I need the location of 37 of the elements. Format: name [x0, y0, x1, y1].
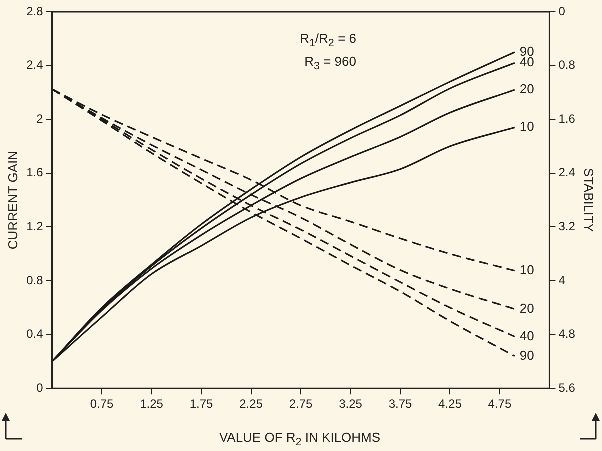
series-label: 10 [520, 119, 534, 134]
y-tick-label: 2 [36, 112, 44, 126]
y2-tick-label: 2.4 [558, 166, 576, 180]
x-tick-label: 3.25 [339, 397, 363, 412]
y-tick-label: 2.4 [26, 58, 44, 72]
series-label: 40 [520, 328, 534, 344]
y2-tick-label: 5.6 [558, 380, 576, 395]
y-axis-title: CURRENT GAIN [5, 150, 20, 250]
y-tick-label: 0.8 [26, 273, 44, 288]
y2-tick-label: 1.6 [558, 112, 576, 126]
y-tick-label: 0 [36, 380, 44, 395]
x-tick-label: 4.75 [488, 397, 512, 412]
x-tick-label: 1.75 [190, 397, 214, 412]
y2-tick-label: 0.8 [558, 58, 576, 72]
series-label: 90 [520, 44, 534, 59]
x-tick-label: 2.25 [240, 397, 264, 412]
x-tick-label: 0.75 [90, 397, 114, 412]
series-label: 90 [520, 348, 534, 363]
series-label: 20 [520, 82, 534, 97]
y2-axis-title: STABILITY [582, 168, 597, 233]
series-label: 20 [520, 300, 534, 316]
x-tick-label: 2.75 [289, 397, 313, 412]
x-tick-label: 1.25 [140, 397, 164, 412]
y-tick-label: 1.2 [26, 220, 44, 234]
x-axis-title: VALUE OF R$_{2}$ IN KILOHMS [219, 430, 381, 449]
annotation: R$_{1}$/R$_{2}$ = 6 [300, 30, 356, 52]
y2-tick-label: 0 [558, 4, 566, 18]
y-tick-label: 2.8 [26, 4, 44, 18]
y2-tick-label: 4.8 [558, 327, 576, 342]
y-tick-label: 0.4 [26, 327, 44, 342]
series-label: 10 [520, 262, 534, 278]
y2-tick-label: 4 [558, 273, 566, 288]
x-tick-label: 4.25 [438, 397, 462, 412]
x-tick-label: 3.75 [388, 397, 412, 412]
y2-tick-label: 3.2 [558, 220, 576, 234]
annotation: R$_{3}$ = 960 [304, 52, 356, 74]
y-tick-label: 1.6 [26, 166, 44, 180]
